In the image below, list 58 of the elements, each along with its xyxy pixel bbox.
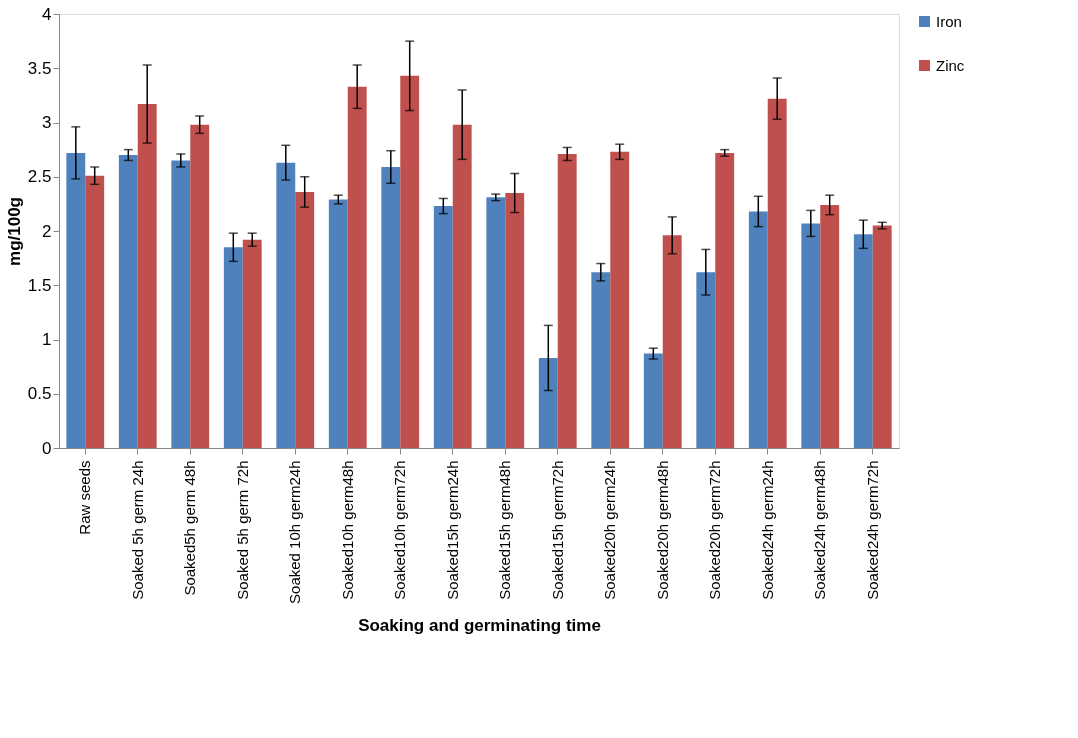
bar	[347, 86, 367, 448]
x-tick-label: Soaked20h germ24h	[601, 460, 619, 600]
bar	[276, 162, 296, 448]
bar	[118, 155, 138, 448]
x-tick-label: Soaked24h germ24h	[758, 460, 776, 600]
x-tick-label: Soaked 5h germ 72h	[233, 460, 251, 600]
bar	[381, 166, 401, 448]
bar	[242, 239, 262, 448]
bar	[696, 272, 716, 448]
x-tick-label: Soaked15h germ24h	[443, 460, 461, 600]
x-tick-label: Soaked 5h germ 24h	[128, 460, 146, 600]
bar	[538, 357, 558, 448]
y-tick-label: 3.5	[27, 58, 52, 78]
bar	[137, 104, 157, 448]
legend-label: Zinc	[936, 56, 965, 74]
x-tick-label: Soaked10h germ48h	[338, 460, 356, 600]
y-tick-label: 4	[42, 4, 52, 24]
bar	[662, 235, 682, 448]
bar	[400, 75, 420, 448]
legend-label: Iron	[936, 12, 962, 30]
bar	[171, 160, 191, 448]
bar	[610, 151, 630, 448]
y-tick-label: 1	[42, 330, 52, 349]
bar	[66, 152, 86, 448]
bar	[295, 191, 315, 448]
bar	[853, 234, 873, 448]
y-tick-label: 2	[42, 221, 52, 241]
y-tick-label: 0	[42, 438, 52, 458]
bar	[557, 153, 577, 448]
x-tick-label: Soaked15h germ72h	[548, 460, 566, 600]
bar	[190, 124, 210, 448]
x-tick-label: Soaked20h germ72h	[706, 460, 724, 600]
y-tick-label: 3	[42, 113, 52, 132]
bar	[767, 98, 787, 448]
x-axis-title: Soaking and germinating time	[358, 615, 601, 635]
bar	[801, 223, 821, 448]
bar	[328, 199, 348, 448]
bar	[452, 124, 472, 448]
y-tick-label: 1.5	[27, 275, 52, 295]
y-tick-label: 2.5	[27, 167, 52, 187]
x-tick-label: Raw seeds	[76, 460, 94, 535]
y-tick-label: 0.5	[27, 384, 52, 404]
bar	[643, 353, 663, 448]
x-tick-label: Soaked24h germ72h	[863, 460, 881, 600]
x-tick-label: Soaked24h germ48h	[811, 460, 829, 600]
bar	[433, 206, 453, 448]
x-tick-label: Soaked20h germ48h	[653, 460, 671, 600]
x-tick-label: Soaked10h germ72h	[391, 460, 409, 600]
bar	[505, 193, 525, 448]
bar	[591, 272, 611, 448]
x-tick-label: Soaked15h germ48h	[496, 460, 514, 600]
x-tick-label: Soaked 10h germ24h	[286, 460, 304, 604]
x-tick-label: Soaked5h germ 48h	[181, 460, 199, 596]
y-axis-title: mg/100g	[4, 197, 24, 266]
bar	[820, 204, 840, 448]
bar	[85, 175, 105, 448]
bar	[748, 211, 768, 448]
bar	[223, 247, 243, 448]
